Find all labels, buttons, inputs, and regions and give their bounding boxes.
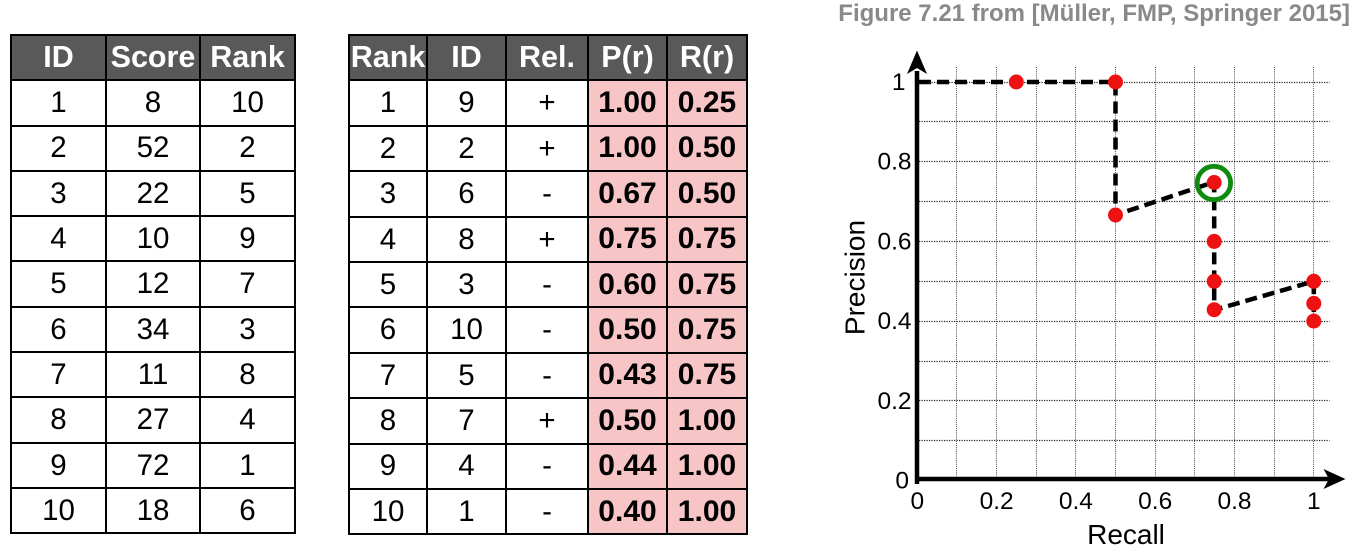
svg-text:Precision: Precision [840, 220, 871, 335]
svg-text:0: 0 [910, 488, 924, 515]
svg-text:0.4: 0.4 [877, 308, 911, 335]
svg-text:Recall: Recall [1087, 519, 1165, 550]
svg-text:0.6: 0.6 [1138, 488, 1172, 515]
svg-text:0.8: 0.8 [877, 149, 911, 176]
svg-text:1: 1 [1307, 488, 1321, 515]
svg-text:0.8: 0.8 [1217, 488, 1251, 515]
svg-text:0.6: 0.6 [877, 228, 911, 255]
svg-text:0.4: 0.4 [1059, 488, 1093, 515]
svg-text:0.2: 0.2 [980, 488, 1014, 515]
svg-text:0: 0 [895, 468, 909, 495]
svg-text:1: 1 [892, 69, 906, 96]
svg-text:0.2: 0.2 [877, 388, 911, 415]
